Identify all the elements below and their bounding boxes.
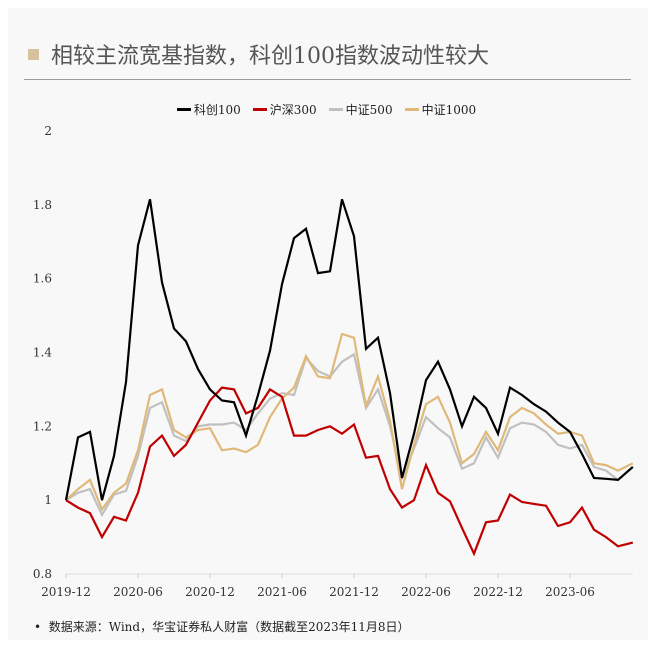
x-tick-label: 2021-06 bbox=[257, 585, 307, 599]
series-line-中证1000 bbox=[65, 332, 634, 512]
legend-label: 中证500 bbox=[345, 103, 393, 117]
x-tick-label: 2020-06 bbox=[113, 585, 163, 599]
y-tick-label: 0.8 bbox=[33, 567, 52, 581]
legend-item: 科创100 bbox=[176, 101, 241, 118]
title-bullet-icon bbox=[28, 48, 39, 60]
y-tick-label: 1.4 bbox=[33, 346, 52, 360]
x-tick-label: 2022-06 bbox=[401, 585, 451, 599]
chart-title: 相较主流宽基指数，科创100指数波动性较大 bbox=[28, 38, 489, 70]
legend-swatch bbox=[328, 108, 343, 111]
legend-swatch bbox=[176, 108, 191, 111]
y-tick-label: 1 bbox=[44, 493, 52, 507]
x-tick-label: 2022-12 bbox=[473, 585, 523, 599]
footnote-text: 数据来源：Wind，华宝证券私人财富（数据截至2023年11月8日） bbox=[48, 620, 410, 634]
footnote: • 数据来源：Wind，华宝证券私人财富（数据截至2023年11月8日） bbox=[34, 620, 410, 634]
legend-label: 中证1000 bbox=[421, 103, 477, 117]
x-tick-label: 2020-12 bbox=[185, 585, 235, 599]
legend-item: 中证500 bbox=[328, 101, 393, 118]
series-line-沪深300 bbox=[65, 386, 634, 557]
chart-panel bbox=[8, 8, 648, 640]
y-tick-label: 2 bbox=[44, 124, 52, 138]
legend: 科创100 沪深300 中证500 中证1000 bbox=[0, 101, 653, 118]
legend-item: 中证1000 bbox=[404, 101, 477, 118]
x-tick-label: 2023-06 bbox=[545, 585, 595, 599]
y-tick-label: 1.2 bbox=[33, 419, 52, 433]
title-divider bbox=[24, 79, 631, 80]
x-tick-label: 2021-12 bbox=[329, 585, 379, 599]
legend-swatch bbox=[252, 108, 267, 111]
y-tick-label: 1.8 bbox=[33, 198, 52, 212]
legend-item: 沪深300 bbox=[252, 101, 317, 118]
series-line-中证500 bbox=[65, 352, 634, 518]
series-line-科创100 bbox=[64, 198, 634, 501]
y-tick-label: 1.6 bbox=[33, 272, 52, 286]
title-text: 相较主流宽基指数，科创100指数波动性较大 bbox=[51, 44, 489, 69]
legend-label: 科创100 bbox=[193, 103, 241, 117]
legend-swatch bbox=[404, 108, 419, 111]
legend-label: 沪深300 bbox=[269, 103, 317, 117]
x-tick-label: 2019-12 bbox=[41, 585, 91, 599]
